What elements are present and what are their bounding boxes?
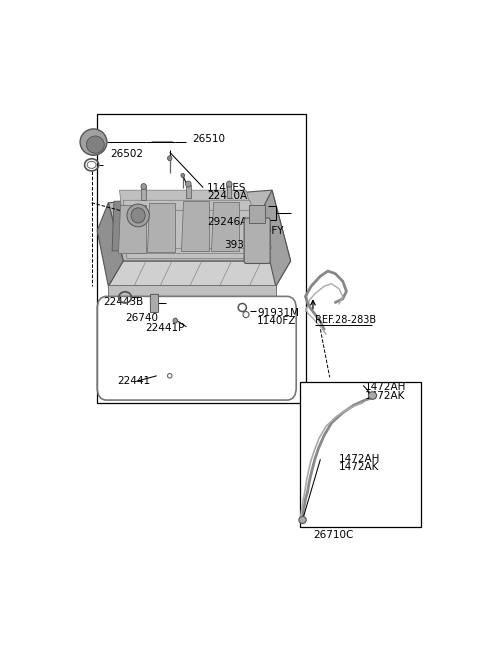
FancyBboxPatch shape — [244, 218, 270, 263]
Polygon shape — [259, 190, 290, 286]
Polygon shape — [108, 190, 290, 261]
Text: 1140ES: 1140ES — [207, 183, 246, 193]
Text: 1472AH: 1472AH — [339, 454, 380, 464]
Ellipse shape — [86, 136, 104, 153]
Bar — [142, 188, 146, 200]
Polygon shape — [211, 202, 239, 251]
Text: 1140FY: 1140FY — [246, 225, 285, 236]
Text: 1472AK: 1472AK — [339, 463, 379, 472]
Text: 22410A: 22410A — [207, 191, 247, 201]
Polygon shape — [97, 203, 123, 286]
Text: 1472AK: 1472AK — [365, 390, 406, 401]
Text: 26502: 26502 — [110, 149, 143, 159]
Text: 1472AH: 1472AH — [365, 382, 407, 392]
Ellipse shape — [141, 183, 146, 190]
Ellipse shape — [127, 204, 149, 227]
FancyBboxPatch shape — [249, 205, 265, 223]
Ellipse shape — [227, 181, 232, 187]
Text: 22441: 22441 — [118, 376, 151, 386]
Ellipse shape — [80, 129, 107, 155]
Ellipse shape — [186, 181, 191, 187]
Ellipse shape — [131, 208, 145, 223]
Polygon shape — [147, 203, 175, 252]
Polygon shape — [127, 210, 272, 248]
Text: 1140FZ: 1140FZ — [257, 315, 297, 326]
Polygon shape — [181, 201, 209, 251]
Ellipse shape — [368, 392, 377, 399]
Text: 22443B: 22443B — [103, 298, 143, 307]
Bar — [300, 382, 421, 526]
Bar — [186, 185, 191, 198]
Polygon shape — [108, 285, 276, 296]
Bar — [227, 185, 231, 198]
Text: 91931M: 91931M — [257, 307, 299, 317]
Polygon shape — [112, 198, 253, 251]
Polygon shape — [123, 200, 268, 254]
Polygon shape — [108, 261, 290, 286]
Ellipse shape — [168, 156, 172, 161]
FancyBboxPatch shape — [150, 294, 158, 313]
Text: 26510: 26510 — [192, 133, 225, 143]
Polygon shape — [118, 205, 145, 253]
Ellipse shape — [173, 318, 178, 323]
Text: REF.28-283B: REF.28-283B — [315, 315, 376, 325]
Ellipse shape — [181, 173, 185, 177]
Text: 26710C: 26710C — [313, 530, 354, 540]
Bar — [97, 114, 306, 403]
Text: 39310H: 39310H — [224, 240, 264, 250]
Text: 22441P: 22441P — [145, 323, 185, 332]
Ellipse shape — [299, 516, 306, 524]
Text: 29246A: 29246A — [207, 217, 247, 227]
Text: 26740: 26740 — [125, 313, 158, 323]
Polygon shape — [120, 190, 264, 258]
